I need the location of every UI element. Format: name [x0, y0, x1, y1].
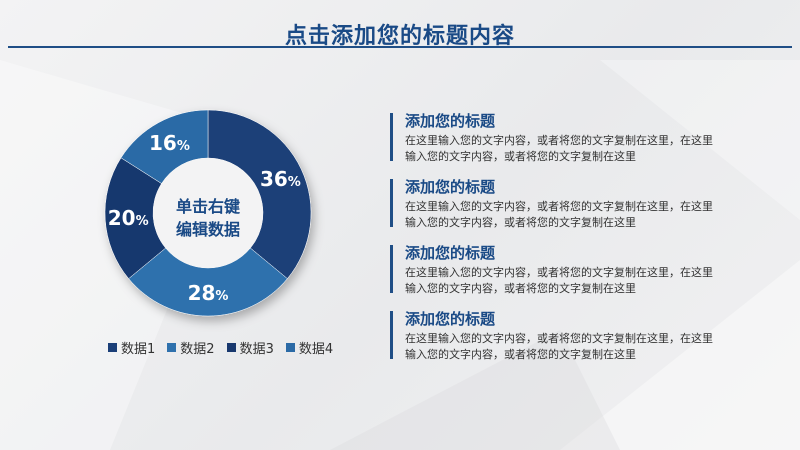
- chart-legend: 数据1 数据2 数据3 数据4: [108, 338, 333, 357]
- legend-item-1: 数据1: [108, 338, 155, 357]
- legend-label: 数据3: [239, 342, 274, 357]
- text-item: 添加您的标题 在这里输入您的文字内容，或者将您的文字复制在这里，在这里输入您的文…: [390, 244, 720, 310]
- item-accent-bar: [390, 113, 393, 161]
- legend-swatch: [285, 343, 295, 352]
- donut-hole: [153, 158, 263, 268]
- item-heading: 添加您的标题: [405, 310, 496, 328]
- legend-swatch: [167, 343, 177, 352]
- center-label-line1: 单击右键: [176, 197, 240, 216]
- item-body: 在这里输入您的文字内容，或者将您的文字复制在这里，在这里输入您的文字内容，或者将…: [405, 200, 713, 229]
- item-heading: 添加您的标题: [405, 112, 496, 130]
- text-item: 添加您的标题 在这里输入您的文字内容，或者将您的文字复制在这里，在这里输入您的文…: [390, 178, 720, 244]
- slice-labels: 36% 28% 20% 16%: [108, 131, 301, 305]
- slice-label-1: 36%: [260, 167, 301, 191]
- slice-label-2: 28%: [188, 281, 229, 305]
- legend-item-4: 数据4: [285, 338, 334, 357]
- legend-label: 数据4: [298, 342, 334, 357]
- item-body: 在这里输入您的文字内容，或者将您的文字复制在这里，在这里输入您的文字内容，或者将…: [405, 134, 713, 163]
- text-item: 添加您的标题 在这里输入您的文字内容，或者将您的文字复制在这里，在这里输入您的文…: [390, 310, 720, 376]
- page-title: 点击添加您的标题内容: [284, 24, 515, 49]
- item-accent-bar: [390, 179, 393, 227]
- item-body: 在这里输入您的文字内容，或者将您的文字复制在这里，在这里输入您的文字内容，或者将…: [405, 266, 713, 295]
- slice-label-4: 16%: [149, 131, 190, 155]
- legend-label: 数据2: [180, 342, 215, 357]
- legend-label: 数据1: [121, 342, 156, 357]
- legend-item-3: 数据3: [226, 338, 274, 357]
- legend-item-2: 数据2: [167, 338, 215, 357]
- legend-swatch: [108, 343, 117, 352]
- item-heading: 添加您的标题: [405, 178, 496, 196]
- item-accent-bar: [390, 311, 393, 359]
- item-accent-bar: [390, 245, 393, 293]
- donut-slices: [104, 109, 312, 317]
- slice-label-3: 20%: [108, 206, 149, 230]
- item-heading: 添加您的标题: [405, 244, 496, 262]
- item-body: 在这里输入您的文字内容，或者将您的文字复制在这里，在这里输入您的文字内容，或者将…: [405, 332, 713, 361]
- text-items: 添加您的标题 在这里输入您的文字内容，或者将您的文字复制在这里，在这里输入您的文…: [390, 112, 720, 376]
- title-underline: [8, 46, 792, 48]
- center-label-line2: 编辑数据: [176, 220, 240, 239]
- legend-swatch: [226, 343, 236, 352]
- text-item: 添加您的标题 在这里输入您的文字内容，或者将您的文字复制在这里，在这里输入您的文…: [390, 112, 720, 178]
